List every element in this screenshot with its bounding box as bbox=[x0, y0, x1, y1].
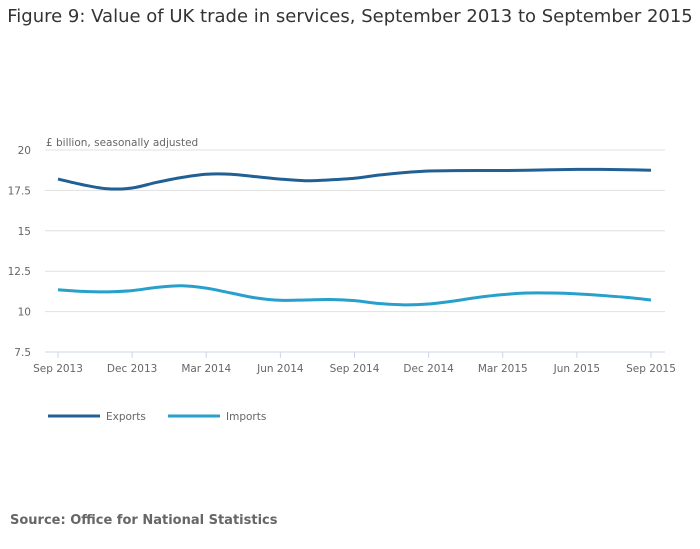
x-tick-label: Sep 2014 bbox=[330, 363, 380, 375]
legend-label-imports: Imports bbox=[226, 411, 266, 423]
x-tick-label: Dec 2014 bbox=[403, 363, 454, 375]
y-tick-label: 12.5 bbox=[8, 266, 31, 278]
x-tick-label: Mar 2014 bbox=[181, 363, 231, 375]
chart-title: Figure 9: Value of UK trade in services,… bbox=[7, 6, 693, 27]
x-tick-label: Jun 2014 bbox=[256, 363, 304, 375]
y-axis-label: £ billion, seasonally adjusted bbox=[46, 137, 198, 149]
y-tick-label: 7.5 bbox=[14, 347, 31, 359]
source-note: Source: Office for National Statistics bbox=[10, 513, 278, 528]
y-tick-label: 17.5 bbox=[8, 185, 31, 197]
x-tick-label: Sep 2013 bbox=[33, 363, 83, 375]
x-tick-label: Dec 2013 bbox=[107, 363, 157, 375]
legend-label-exports: Exports bbox=[106, 411, 146, 423]
series-line-imports bbox=[57, 284, 652, 307]
y-tick-label: 15 bbox=[18, 226, 31, 238]
x-tick-label: Jun 2015 bbox=[553, 363, 600, 375]
y-tick-label: 10 bbox=[18, 307, 31, 319]
x-tick-label: Sep 2015 bbox=[626, 363, 676, 375]
x-tick-label: Mar 2015 bbox=[478, 363, 528, 375]
y-tick-label: 20 bbox=[18, 145, 31, 157]
series-line-exports bbox=[57, 167, 652, 191]
